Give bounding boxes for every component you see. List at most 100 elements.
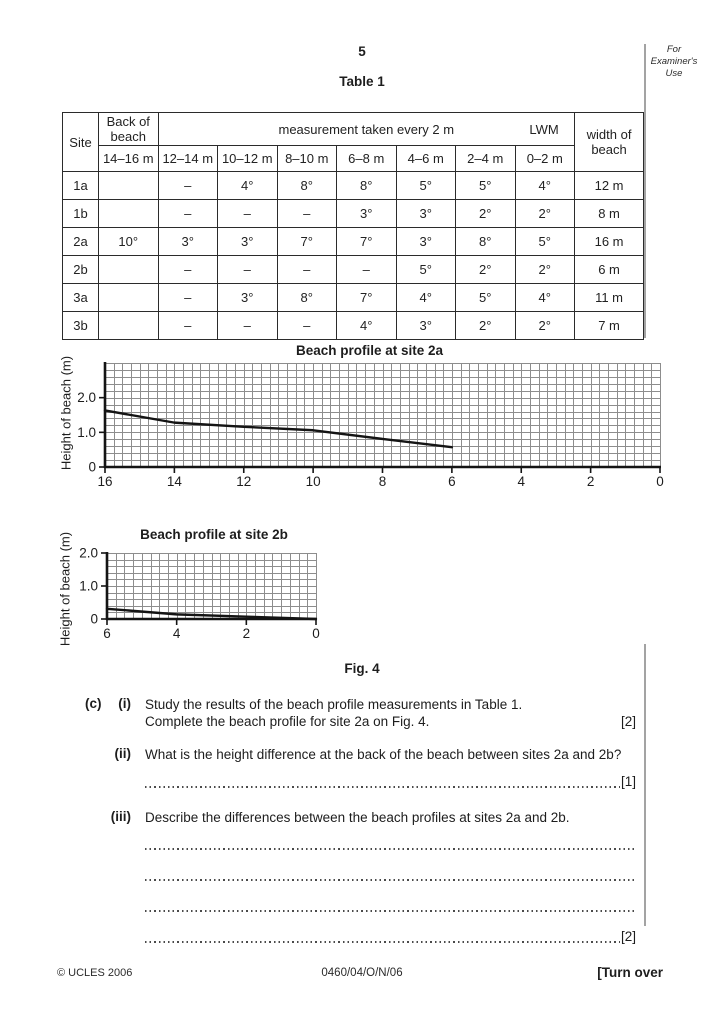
table-row: 1a – 4° 8° 8° 5° 5° 4° 12 m	[62, 171, 645, 200]
chart-2a-title: Beach profile at site 2a	[295, 343, 444, 358]
table-cell: 8°	[276, 171, 337, 200]
footer-paper-code: 0460/04/O/N/06	[321, 967, 403, 979]
dotted-rule	[145, 941, 620, 943]
table-cell: 8°	[276, 283, 337, 312]
svg-text:2: 2	[587, 474, 595, 489]
site-cell: 2a	[62, 227, 99, 256]
table-cell: 7°	[336, 283, 397, 312]
table-cell	[98, 311, 159, 340]
svg-text:0: 0	[88, 460, 96, 475]
svg-text:10: 10	[306, 474, 321, 489]
question-c-iii-text: Describe the differences between the bea…	[145, 810, 570, 825]
measurement-label: measurement taken every 2 m	[278, 121, 455, 137]
site-cell: 2b	[62, 255, 99, 284]
width-cell: 16 m	[574, 227, 645, 256]
answer-line	[145, 864, 636, 882]
site-cell: 3a	[62, 283, 99, 312]
table-cell	[98, 171, 159, 200]
table-row: 2b – – – – 5° 2° 2° 6 m	[62, 255, 645, 284]
svg-text:12: 12	[236, 474, 251, 489]
page-number: 5	[358, 44, 366, 59]
table-1: Site Back of beach measurement taken eve…	[62, 112, 645, 340]
table-cell: 4°	[336, 311, 397, 340]
site-cell: 3b	[62, 311, 99, 340]
col-header-measurement: measurement taken every 2 m LWM	[157, 112, 576, 146]
table-cell: 3°	[395, 311, 456, 340]
answer-line: [2]	[145, 926, 636, 944]
svg-text:6: 6	[448, 474, 456, 489]
col-header-distance: 10–12 m	[217, 145, 278, 172]
svg-text:4: 4	[173, 626, 181, 641]
svg-text:2: 2	[243, 626, 251, 641]
table-cell: 7°	[336, 227, 397, 256]
svg-text:14: 14	[167, 474, 183, 489]
svg-text:1.0: 1.0	[77, 425, 96, 440]
table-cell: 7°	[276, 227, 337, 256]
table-cell: –	[157, 255, 218, 284]
svg-text:16: 16	[97, 474, 112, 489]
dotted-rule	[145, 879, 636, 881]
table-cell: 2°	[514, 311, 576, 340]
question-c-iii-label: (iii)	[110, 809, 131, 824]
table-cell: 5°	[395, 171, 456, 200]
table-cell	[98, 199, 159, 228]
chart-2b-title: Beach profile at site 2b	[140, 527, 288, 542]
svg-text:0: 0	[656, 474, 664, 489]
table-cell: 3°	[157, 227, 218, 256]
col-header-distance: 0–2 m	[514, 145, 576, 172]
width-cell: 11 m	[574, 283, 645, 312]
col-header-width-of-beach: width of beach	[574, 112, 645, 172]
beach-profile-2b-chart: 6 4 2 0 0 1.0 2.0	[79, 546, 320, 642]
table-cell: 2°	[514, 255, 576, 284]
width-cell: 8 m	[574, 199, 645, 228]
col-header-distance: 8–10 m	[276, 145, 337, 172]
question-c-i-line2: Complete the beach profile for site 2a o…	[145, 714, 430, 729]
answer-line	[145, 833, 636, 851]
table-cell: 5°	[455, 171, 516, 200]
beach-profile-2a-chart: 16 14 12 10 8 6 4 2 0 0 1.0 2.0	[77, 362, 664, 489]
col-header-distance: 2–4 m	[455, 145, 516, 172]
footer-copyright: © UCLES 2006	[57, 967, 133, 979]
col-header-distance: 12–14 m	[157, 145, 218, 172]
table-cell	[98, 255, 159, 284]
table-cell: –	[276, 199, 337, 228]
table-cell: 3°	[217, 227, 278, 256]
table-cell: 3°	[336, 199, 397, 228]
question-c-i-line1: Study the results of the beach profile m…	[145, 697, 523, 712]
svg-text:0: 0	[312, 626, 320, 641]
svg-text:8: 8	[379, 474, 387, 489]
table-cell: 2°	[514, 199, 576, 228]
col-header-back-of-beach: Back of beach	[98, 112, 159, 146]
table-cell: 10°	[98, 227, 159, 256]
table-cell: –	[157, 199, 218, 228]
footer-turn-over: [Turn over	[597, 965, 663, 980]
question-c-ii-mark: [1]	[620, 774, 636, 789]
question-c-ii-label: (ii)	[114, 746, 132, 761]
table-cell: 5°	[514, 227, 576, 256]
dotted-rule	[145, 910, 636, 912]
table-caption: Table 1	[339, 74, 385, 89]
table-cell: 8°	[455, 227, 516, 256]
table-cell: –	[336, 255, 397, 284]
width-cell: 6 m	[574, 255, 645, 284]
question-c-label: (c)	[85, 696, 102, 711]
width-cell: 7 m	[574, 311, 645, 340]
table-cell: –	[157, 311, 218, 340]
table-row: 3a – 3° 8° 7° 4° 5° 4° 11 m	[62, 283, 645, 312]
question-c-i-mark: [2]	[620, 714, 636, 729]
table-cell: –	[217, 199, 278, 228]
table-cell: 4°	[514, 171, 576, 200]
table-cell: 5°	[395, 255, 456, 284]
table-cell: 2°	[455, 311, 516, 340]
dotted-rule	[145, 786, 620, 788]
answer-line: [1]	[145, 771, 636, 789]
dotted-rule	[145, 848, 636, 850]
answer-line	[145, 895, 636, 913]
table-cell: 3°	[395, 227, 456, 256]
table-cell: 2°	[455, 199, 516, 228]
site-cell: 1b	[62, 199, 99, 228]
svg-text:6: 6	[103, 626, 111, 641]
table-cell: 4°	[514, 283, 576, 312]
table-cell: 2°	[455, 255, 516, 284]
svg-text:2.0: 2.0	[77, 390, 96, 405]
